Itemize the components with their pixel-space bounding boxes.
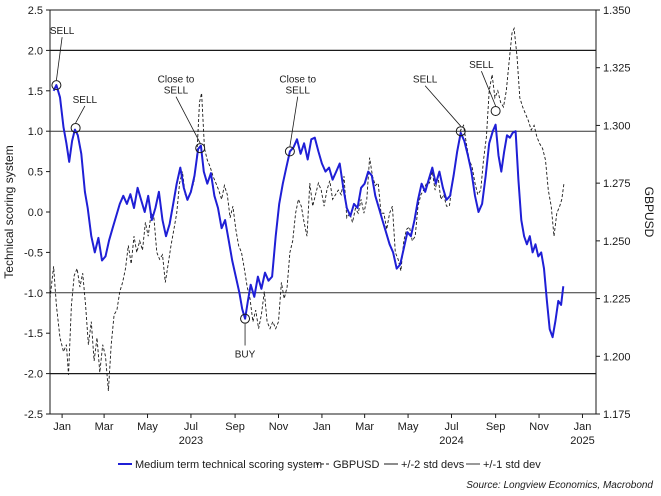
- annotation-label-line: SELL: [73, 95, 98, 106]
- right-tick-label: 1.250: [603, 236, 631, 248]
- x-year-label: 2024: [439, 435, 463, 447]
- legend-label: GBPUSD: [333, 459, 380, 471]
- left-tick-label: 2.0: [28, 45, 43, 57]
- left-tick-label: 0.0: [28, 207, 43, 219]
- x-tick-label: Jan: [313, 421, 331, 433]
- x-tick-label: Jul: [444, 421, 458, 433]
- annotation-leader: [56, 37, 63, 81]
- left-tick-label: 2.5: [28, 5, 43, 17]
- right-tick-label: 1.175: [603, 409, 631, 421]
- left-axis-label: Technical scoring system: [2, 145, 16, 278]
- annotation-label: SELL: [50, 26, 75, 37]
- x-tick-label: Jan: [53, 421, 71, 433]
- x-tick-label: Jan: [574, 421, 592, 433]
- x-tick-label: May: [137, 421, 158, 433]
- annotation-label-line: Close to: [279, 75, 316, 86]
- annotation-label: Close to SELL: [279, 75, 316, 97]
- right-tick-label: 1.225: [603, 294, 631, 306]
- annotation-label: Close to SELL: [158, 75, 195, 97]
- annotation-marker: [240, 313, 251, 324]
- annotation-label-line: SELL: [285, 86, 310, 97]
- annotation-marker: [70, 122, 81, 133]
- right-tick-label: 1.200: [603, 351, 631, 363]
- right-tick-label: 1.325: [603, 63, 631, 75]
- annotation-label-line: SELL: [413, 75, 438, 86]
- annotation-leader: [481, 71, 496, 107]
- x-year-label: 2023: [179, 435, 203, 447]
- left-tick-label: -1.0: [24, 288, 43, 300]
- x-tick-label: Mar: [355, 421, 374, 433]
- gbpusd-line: [49, 26, 565, 391]
- annotation-marker: [455, 126, 466, 137]
- left-tick-label: -2.5: [24, 409, 43, 421]
- left-tick-label: -0.5: [24, 247, 43, 259]
- annotation-label: SELL: [413, 75, 438, 86]
- right-axis: 1.350 1.325 1.300 1.275 1.250 1.225 1.200 1.175: [596, 5, 631, 421]
- annotation-label-line: SELL: [469, 60, 494, 71]
- left-axis: 2.5 2.0 1.5 1.0 0.5 0.0 -0.5 -1.0 -1.5 -2.0 -2.5: [24, 5, 50, 421]
- right-tick-label: 1.350: [603, 5, 631, 17]
- technical-score-series: [52, 84, 565, 339]
- annotation-label: SELL: [469, 60, 494, 71]
- x-tick-label: Mar: [95, 421, 114, 433]
- right-tick-label: 1.300: [603, 120, 631, 132]
- std-dev-lines: [50, 49, 596, 375]
- legend-label: Medium term technical scoring system: [135, 459, 322, 471]
- annotation-leader: [175, 96, 201, 144]
- annotation-marker: [195, 143, 206, 154]
- annotation-marker: [490, 106, 501, 116]
- source-note: Source: Longview Economics, Macrobond: [466, 480, 653, 491]
- plot-area: [49, 9, 597, 415]
- annotation-leader: [289, 96, 299, 147]
- x-year-label: 2025: [570, 435, 594, 447]
- left-tick-label: 1.0: [28, 126, 43, 138]
- annotation-leader: [424, 85, 462, 127]
- annotation-label-line: BUY: [235, 349, 256, 360]
- legend-label: +/-1 std dev: [483, 459, 541, 471]
- legend-label: +/-2 std devs: [401, 459, 465, 471]
- annotation-label-line: SELL: [50, 26, 75, 37]
- x-axis: Jan Mar May Jul Sep Nov Jan Mar May Jul Sep Nov Jan 2…: [53, 414, 595, 447]
- gbpusd-series: [49, 26, 565, 391]
- annotation-label: SELL: [73, 95, 98, 106]
- left-tick-label: -1.5: [24, 328, 43, 340]
- x-tick-label: May: [398, 421, 419, 433]
- x-tick-label: Sep: [225, 421, 245, 433]
- x-tick-label: Sep: [486, 421, 506, 433]
- annotation-label-line: Close to: [158, 75, 195, 86]
- annotation-marker: [51, 80, 62, 91]
- annotation-marker: [284, 146, 295, 157]
- left-tick-label: 1.5: [28, 86, 43, 98]
- right-axis-label: GBPUSD: [642, 187, 656, 238]
- annotation-label-line: SELL: [164, 86, 189, 97]
- legend: Medium term technical scoring system GBPU…: [118, 459, 541, 471]
- left-tick-label: -2.0: [24, 369, 43, 381]
- right-tick-label: 1.275: [603, 178, 631, 190]
- x-tick-label: Jul: [184, 421, 198, 433]
- x-tick-label: Nov: [529, 421, 549, 433]
- annotation-leader: [75, 105, 86, 124]
- x-tick-label: Nov: [269, 421, 289, 433]
- annotation-label: BUY: [235, 349, 256, 360]
- technical-score-line: [52, 84, 565, 339]
- left-tick-label: 0.5: [28, 167, 43, 179]
